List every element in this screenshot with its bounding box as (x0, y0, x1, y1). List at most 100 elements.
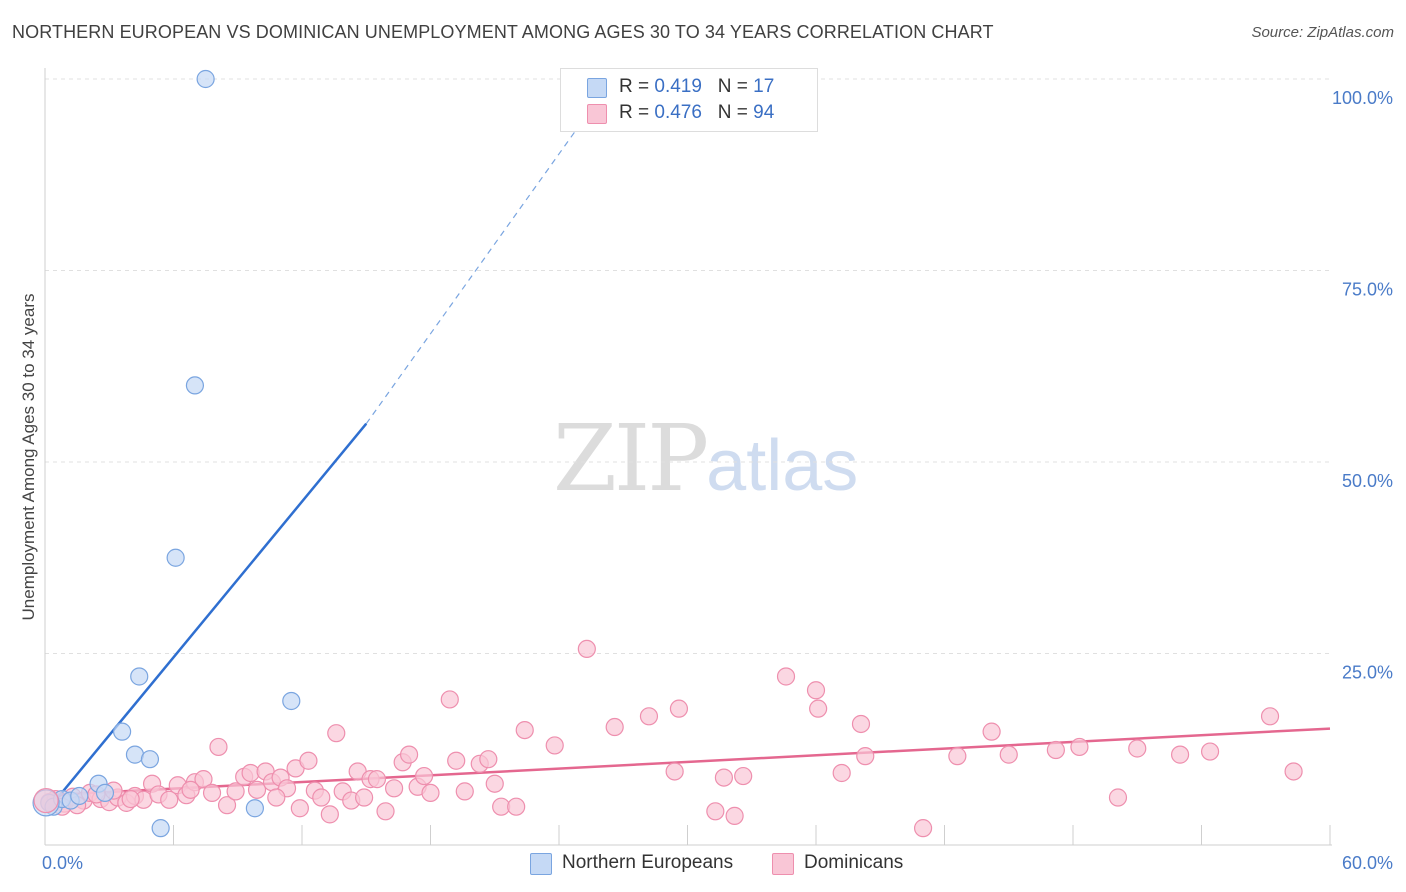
northern-europeans-point (151, 819, 170, 838)
dominicans-point (832, 763, 851, 783)
dominicans-point (312, 788, 331, 807)
dominicans-point (1284, 762, 1303, 781)
northern-europeans-swatch (587, 78, 607, 98)
dominicans-point (1108, 788, 1128, 807)
dominicans-point (33, 787, 59, 814)
dominicans-point (856, 747, 875, 766)
dominicans-point (440, 690, 459, 709)
y-tick-label: 75.0% (1342, 280, 1393, 300)
stats-legend: R = 0.419 N = 17 R = 0.476 N = 94 (560, 68, 818, 132)
northern-europeans-legend-swatch (530, 853, 552, 875)
northern-europeans-point (125, 745, 145, 764)
r-label: R = (619, 76, 655, 97)
dominicans-point (605, 717, 624, 737)
dominicans-point (809, 699, 828, 718)
dominicans-point (247, 780, 267, 799)
dominicans-point (202, 783, 222, 803)
dominicans-point (725, 806, 744, 825)
n-value: 94 (753, 102, 775, 123)
legend-label: Northern Europeans (562, 852, 734, 873)
dominicans-point (399, 745, 419, 764)
northern-europeans-point (245, 799, 264, 818)
dominicans-point (414, 766, 434, 786)
r-value: 0.476 (654, 102, 702, 123)
dominicans-point (290, 799, 309, 818)
dominicans-point (665, 762, 684, 781)
source-label: Source: ZipAtlas.com (1251, 24, 1394, 41)
n-label: N = (717, 102, 754, 123)
dominicans-point (545, 736, 564, 755)
trend-lines (46, 78, 1331, 812)
northern-europeans-point (130, 667, 149, 686)
dominicans-point (160, 790, 179, 809)
northern-europeans-point (196, 69, 215, 89)
dominicans-point (1260, 707, 1280, 726)
dominicans-point (1046, 740, 1065, 760)
northern-europeans-point (166, 548, 185, 567)
northern-europeans-point (95, 783, 115, 803)
northern-europeans-point (282, 691, 301, 711)
watermark: ZIPatlas (553, 405, 858, 512)
grid-lines (45, 78, 1332, 654)
y-axis-label: Unemployment Among Ages 30 to 34 years (19, 294, 38, 621)
dominicans-point (355, 788, 374, 807)
x-tick-labels: 0.0% 60.0% (42, 853, 1393, 873)
northern-europeans-point (185, 376, 205, 395)
dominicans-point (327, 724, 346, 743)
dominicans-point (639, 707, 659, 726)
dominicans-point (299, 751, 318, 770)
dominicans-point (1170, 745, 1190, 764)
dominicans-point (367, 770, 387, 789)
dominicans-swatch (587, 104, 607, 124)
watermark-zip: ZIP (553, 405, 709, 512)
r-label: R = (619, 102, 655, 123)
dominicans-point (706, 802, 725, 821)
y-tick-label: 50.0% (1342, 471, 1393, 491)
dominicans-point (806, 681, 826, 700)
northern-europeans-point (70, 786, 89, 806)
dominicans-point (121, 789, 140, 809)
y-tick-labels: 25.0% 50.0% 75.0% 100.0% (1332, 88, 1393, 683)
dominicans-point (479, 750, 498, 769)
dominicans-point (376, 802, 395, 821)
northern-europeans-trend-extension (365, 78, 614, 425)
legend-label: Dominicans (804, 852, 904, 873)
data-points (32, 69, 1303, 838)
dominicans-point (241, 763, 260, 783)
chart-title: NORTHERN EUROPEAN VS DOMINICAN UNEMPLOYM… (12, 22, 994, 42)
dominicans-point (714, 768, 734, 787)
x-tick-label: 0.0% (42, 853, 83, 873)
n-value: 17 (753, 76, 775, 97)
dominicans-point (913, 819, 933, 838)
dominicans-point (1070, 737, 1089, 757)
dominicans-point (1200, 742, 1220, 761)
x-tick-label: 60.0% (1342, 853, 1393, 873)
dominicans-point (999, 745, 1018, 764)
dominicans-point (485, 774, 504, 793)
dominicans-legend-swatch (772, 853, 794, 875)
dominicans-point (577, 639, 596, 659)
axes (44, 68, 1332, 846)
dominicans-point (226, 782, 245, 801)
northern-europeans-point (112, 722, 132, 741)
y-tick-label: 100.0% (1332, 88, 1393, 108)
dominicans-point (320, 805, 339, 824)
dominicans-point (669, 699, 689, 718)
dominicans-point (194, 770, 213, 789)
dominicans-point (447, 751, 466, 770)
n-label: N = (717, 76, 754, 97)
dominicans-point (948, 747, 967, 766)
dominicans-point (982, 722, 1001, 741)
dominicans-point (515, 720, 534, 740)
dominicans-point (851, 714, 871, 734)
dominicans-point (267, 788, 286, 807)
northern-europeans-trend-line (46, 422, 368, 812)
dominicans-point (776, 667, 796, 686)
dominicans-point (1128, 739, 1147, 758)
dominicans-point (209, 737, 228, 757)
dominicans-point (217, 796, 237, 815)
dominicans-point (421, 783, 440, 803)
dominicans-point (734, 766, 753, 786)
r-value: 0.419 (654, 76, 702, 97)
